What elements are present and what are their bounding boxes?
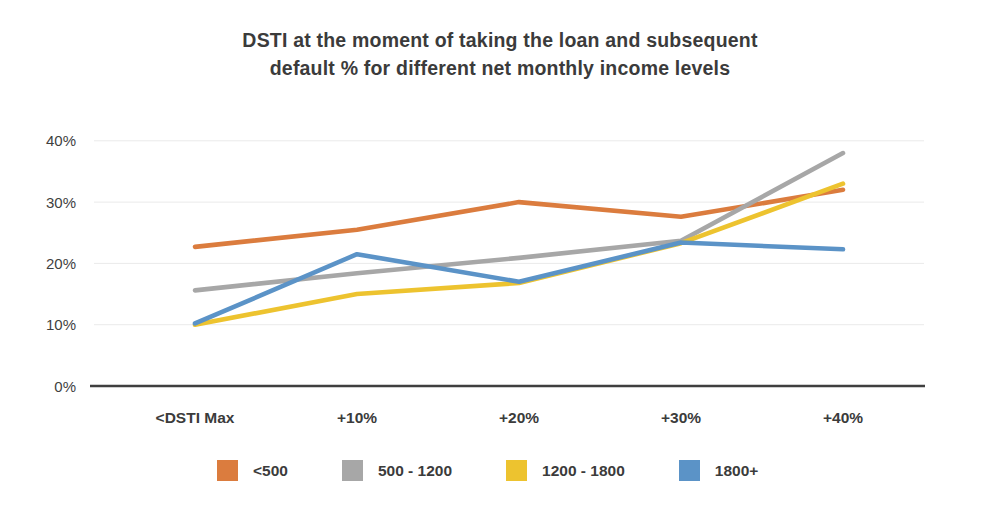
x-tick-label-10: +10%: [337, 409, 377, 426]
y-tick-label-0: 0%: [54, 378, 76, 395]
y-tick-label-10: 10%: [46, 316, 76, 333]
chart-container: DSTI at the moment of taking the loan an…: [0, 0, 1000, 507]
legend-label-1800: 1800+: [715, 462, 759, 480]
legend-label-1200-1800: 1200 - 1800: [542, 462, 625, 480]
y-tick-label-40: 40%: [46, 132, 76, 149]
legend-swatch-500: [217, 460, 238, 481]
legend-swatch-500-1200: [342, 460, 363, 481]
legend-item-1200-1800: 1200 - 1800: [506, 460, 625, 481]
chart-svg: 0% 10% 20% 30% 40% <DSTI Max +10% +20% +30% +40%: [0, 0, 1000, 440]
legend-item-1800: 1800+: [679, 460, 759, 481]
legend-item-500: <500: [217, 460, 288, 481]
x-tick-label-40: +40%: [823, 409, 863, 426]
legend-label-500: <500: [253, 462, 288, 480]
x-tick-label-dsti-max: <DSTI Max: [156, 409, 235, 426]
chart-legend: <500 500 - 1200 1200 - 1800 1800+: [217, 460, 758, 481]
legend-swatch-1800: [679, 460, 700, 481]
legend-item-500-1200: 500 - 1200: [342, 460, 452, 481]
y-tick-label-20: 20%: [46, 255, 76, 272]
y-tick-label-30: 30%: [46, 194, 76, 211]
legend-swatch-1200-1800: [506, 460, 527, 481]
series-line-1800: [195, 243, 843, 324]
legend-label-500-1200: 500 - 1200: [378, 462, 452, 480]
x-tick-label-20: +20%: [499, 409, 539, 426]
x-tick-label-30: +30%: [661, 409, 701, 426]
